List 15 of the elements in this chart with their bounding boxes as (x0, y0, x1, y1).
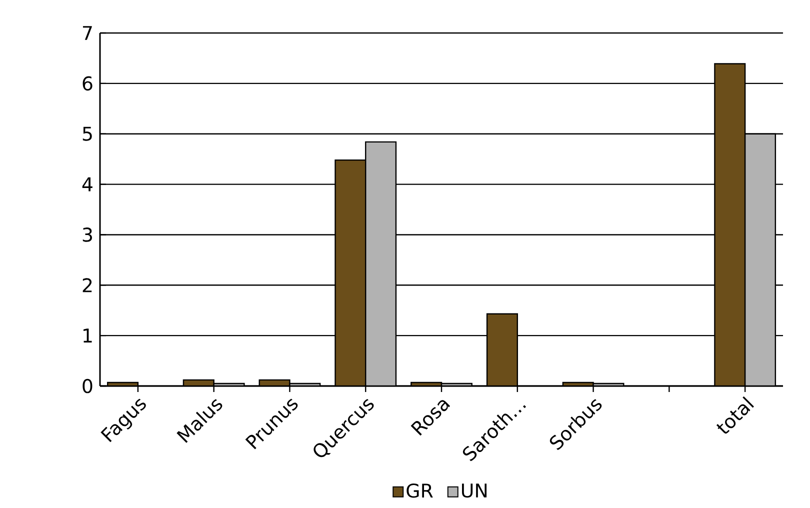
y-tick-label: 3 (82, 228, 92, 242)
legend-label: GR (406, 483, 433, 498)
bar (365, 141, 397, 386)
y-tick-label: 5 (82, 126, 92, 141)
legend-label: UN (462, 484, 487, 498)
bar (744, 133, 776, 386)
y-tick-label: 1 (84, 328, 92, 342)
y-tick-label: 2 (82, 278, 92, 292)
y-tick-label: 7 (82, 26, 92, 40)
y-tick-label: 4 (82, 177, 92, 192)
bar (486, 313, 518, 386)
bar (714, 63, 746, 386)
bar (334, 159, 366, 386)
y-tick-label: 0 (82, 378, 92, 394)
y-tick-label: 6 (82, 76, 92, 91)
